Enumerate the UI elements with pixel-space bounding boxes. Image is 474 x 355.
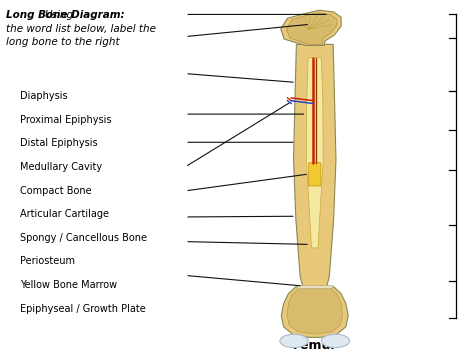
Text: Spongy / Cancellous Bone: Spongy / Cancellous Bone — [20, 233, 147, 243]
Ellipse shape — [321, 334, 350, 348]
Ellipse shape — [280, 334, 308, 348]
Text: Yellow Bone Marrow: Yellow Bone Marrow — [20, 280, 118, 290]
Text: Diaphysis: Diaphysis — [20, 91, 68, 101]
Text: Femur: Femur — [292, 339, 337, 352]
Text: Proximal Epiphysis: Proximal Epiphysis — [20, 115, 112, 125]
Polygon shape — [281, 10, 341, 45]
Polygon shape — [293, 44, 336, 288]
Polygon shape — [287, 288, 343, 334]
Polygon shape — [306, 58, 323, 248]
Text: Epiphyseal / Growth Plate: Epiphyseal / Growth Plate — [20, 304, 146, 313]
Text: the word list below, label the: the word list below, label the — [6, 24, 156, 34]
Text: Long Bone Diagram:: Long Bone Diagram: — [6, 10, 125, 20]
Text: Using: Using — [45, 10, 74, 20]
Polygon shape — [281, 287, 348, 337]
Text: Compact Bone: Compact Bone — [20, 186, 92, 196]
Polygon shape — [286, 13, 337, 44]
Text: Periosteum: Periosteum — [20, 256, 75, 266]
Text: Distal Epiphysis: Distal Epiphysis — [20, 138, 98, 148]
FancyBboxPatch shape — [309, 163, 321, 186]
Text: long bone to the right: long bone to the right — [6, 37, 120, 47]
Text: Medullary Cavity: Medullary Cavity — [20, 162, 102, 172]
FancyBboxPatch shape — [297, 285, 332, 288]
Text: Articular Cartilage: Articular Cartilage — [20, 209, 109, 219]
